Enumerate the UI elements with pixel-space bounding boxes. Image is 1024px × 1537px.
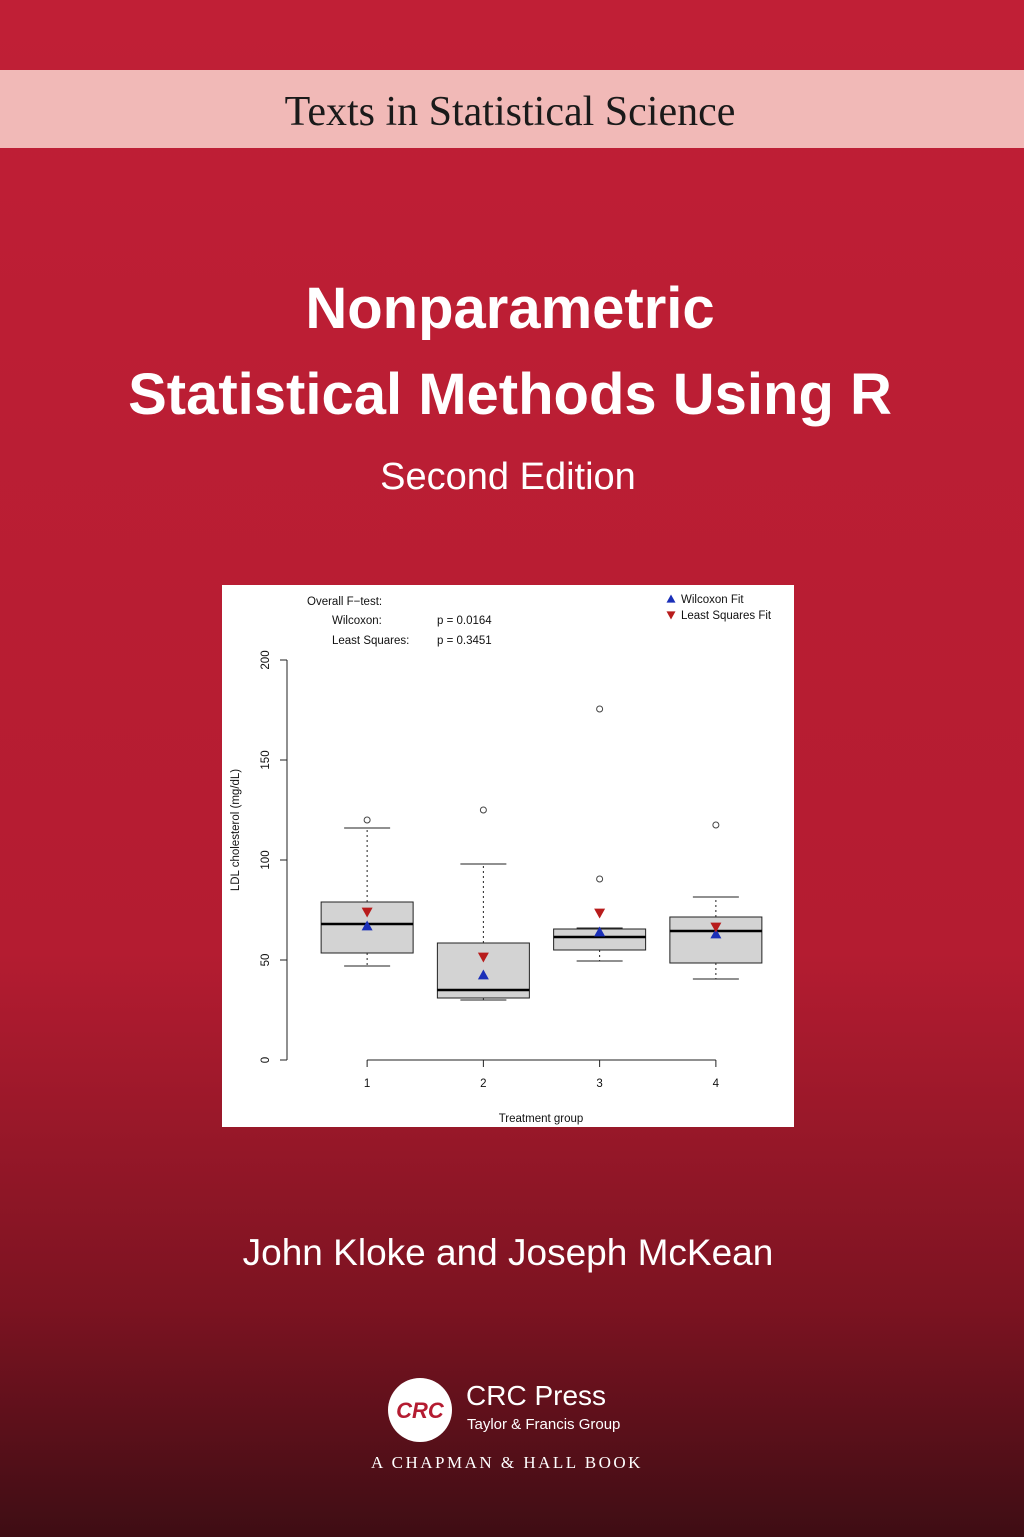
series-banner [0,70,1024,148]
publisher-group: Taylor & Francis Group [467,1416,620,1433]
fit-marker [710,922,722,933]
outlier [363,816,371,824]
outlier [596,875,604,883]
fit-marker [710,928,722,939]
x-tick-label: 3 [596,1078,602,1090]
annotation: p = 0.0164 [437,615,492,627]
box-plot: 0 50 100 150 200 LDL cholesterol (mg/dL) 1 2 3 4 T… [230,594,772,1125]
outlier [479,806,487,814]
annotation: Wilcoxon: [332,615,382,627]
x-tick-label: 4 [713,1078,720,1090]
fit-marker [361,920,373,931]
y-tick-label: 200 [260,650,272,669]
fit-marker [594,926,606,937]
title-line: Nonparametric [305,276,714,341]
legend-label: Least Squares Fit [681,610,772,622]
fit-marker [594,908,606,919]
x-axis-label: Treatment group [499,1113,584,1125]
outlier [712,821,720,829]
annotation: p = 0.3451 [437,635,492,647]
y-axis-label: LDL cholesterol (mg/dL) [230,769,242,891]
y-tick-label: 150 [260,750,272,769]
logo-text: CRC [396,1398,445,1423]
x-tick-label: 1 [364,1078,370,1090]
publisher-logo [388,1378,452,1442]
x-tick-label: 2 [480,1078,486,1090]
y-tick-label: 0 [260,1057,272,1063]
annotation: Overall F−test: [307,596,382,608]
annotation: Least Squares: [332,635,409,647]
y-tick-label: 100 [260,850,272,869]
legend-marker [666,611,676,620]
outlier [596,705,604,713]
imprint: A CHAPMAN & HALL BOOK [371,1453,643,1472]
authors: John Kloke and Joseph McKean [243,1232,774,1273]
fit-marker [477,952,489,963]
legend-marker [666,594,676,603]
edition: Second Edition [380,456,636,498]
title-line: Statistical Methods Using R [128,362,892,427]
fit-marker [361,907,373,918]
legend-label: Wilcoxon Fit [681,594,744,606]
publisher-name: CRC Press [466,1380,606,1411]
y-tick-label: 50 [260,954,272,967]
fit-marker [477,969,489,980]
chart-panel [222,585,794,1127]
series-title: Texts in Statistical Science [285,89,736,135]
